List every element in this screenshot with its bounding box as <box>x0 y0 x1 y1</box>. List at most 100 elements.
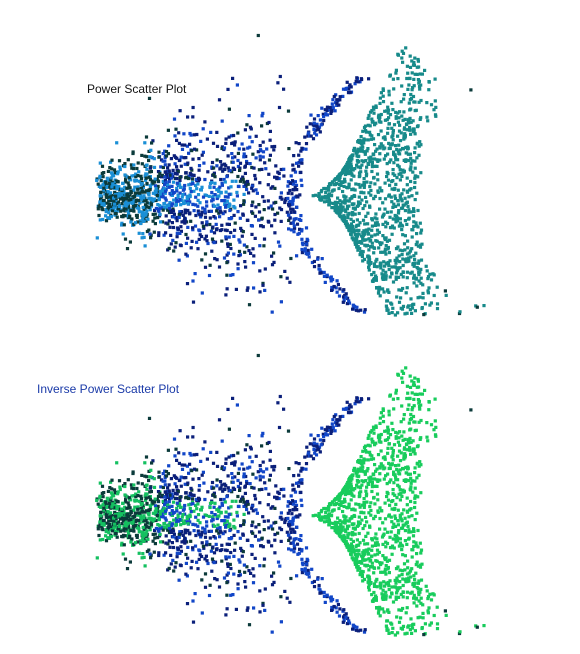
scatter-point <box>219 480 223 484</box>
scatter-point <box>185 196 189 200</box>
scatter-point <box>279 539 283 543</box>
scatter-point <box>127 212 131 216</box>
scatter-point <box>131 471 135 476</box>
scatter-point <box>401 438 405 442</box>
scatter-point <box>356 248 360 252</box>
scatter-point <box>240 234 244 238</box>
scatter-point <box>201 526 205 530</box>
scatter-point <box>258 181 262 185</box>
scatter-point <box>381 88 385 92</box>
scatter-point <box>170 504 174 508</box>
scatter-point <box>236 164 240 169</box>
scatter-point <box>251 261 256 265</box>
scatter-point <box>409 481 413 485</box>
scatter-point <box>172 198 176 202</box>
scatter-point <box>343 528 347 532</box>
scatter-point <box>156 179 160 183</box>
scatter-point <box>370 482 374 487</box>
scatter-point <box>418 221 422 225</box>
scatter-point <box>108 525 113 530</box>
scatter-point <box>270 254 274 258</box>
scatter-point <box>130 166 134 170</box>
scatter-point <box>388 535 392 539</box>
scatter-point <box>374 121 378 125</box>
scatter-point <box>220 543 224 547</box>
scatter-point <box>403 209 407 213</box>
scatter-point <box>379 266 383 270</box>
scatter-point <box>374 239 378 243</box>
scatter-point <box>155 514 159 518</box>
scatter-point <box>398 110 402 114</box>
scatter-point <box>412 220 416 224</box>
scatter-point <box>189 190 193 194</box>
scatter-point <box>412 84 416 88</box>
scatter-point <box>211 545 215 549</box>
scatter-point <box>370 440 374 444</box>
scatter-point <box>143 494 147 498</box>
scatter-point <box>385 429 389 433</box>
scatter-point <box>366 542 370 546</box>
scatter-point <box>170 204 174 208</box>
scatter-point <box>172 518 176 522</box>
scatter-point <box>176 193 180 197</box>
scatter-point <box>203 497 207 502</box>
scatter-point <box>343 208 347 212</box>
scatter-point <box>318 271 322 275</box>
scatter-point <box>375 537 379 541</box>
scatter-point <box>209 529 213 533</box>
scatter-point <box>341 87 346 91</box>
scatter-point <box>210 480 215 485</box>
scatter-point <box>185 464 189 468</box>
scatter-point <box>220 199 224 203</box>
scatter-point <box>220 503 224 507</box>
scatter-point <box>112 174 116 178</box>
scatter-point <box>361 579 365 583</box>
scatter-point <box>119 209 123 213</box>
scatter-point <box>217 514 221 518</box>
scatter-point <box>243 570 247 574</box>
scatter-point <box>225 581 229 585</box>
scatter-point <box>254 134 258 138</box>
scatter-point <box>142 235 146 239</box>
scatter-point <box>139 507 143 511</box>
scatter-point <box>375 606 379 610</box>
scatter-point <box>215 194 219 198</box>
scatter-point <box>411 439 415 443</box>
scatter-point <box>421 296 425 300</box>
scatter-point <box>262 528 266 532</box>
scatter-point <box>273 175 277 179</box>
scatter-point <box>208 216 212 220</box>
scatter-point <box>126 201 130 205</box>
scatter-point <box>241 533 245 537</box>
scatter-point <box>148 486 152 490</box>
scatter-point <box>417 401 421 405</box>
scatter-point <box>173 565 177 569</box>
scatter-point <box>358 80 362 84</box>
scatter-point <box>361 526 365 531</box>
scatter-point <box>405 276 409 280</box>
scatter-point <box>419 601 423 605</box>
scatter-point <box>133 194 137 198</box>
scatter-point <box>389 210 393 214</box>
scatter-point <box>222 466 227 470</box>
scatter-point <box>418 541 422 545</box>
scatter-point <box>224 235 228 239</box>
scatter-point <box>242 467 246 471</box>
scatter-point <box>252 606 256 610</box>
scatter-point <box>143 154 147 158</box>
scatter-point <box>132 222 136 226</box>
scatter-point <box>206 170 210 174</box>
scatter-point <box>366 580 370 584</box>
scatter-point <box>348 517 352 521</box>
scatter-point <box>193 272 197 276</box>
scatter-point <box>148 504 152 508</box>
scatter-point <box>368 110 373 114</box>
scatter-point <box>229 273 233 277</box>
scatter-point <box>398 193 402 197</box>
scatter-point <box>209 549 213 553</box>
scatter-point <box>381 274 385 279</box>
scatter-point <box>401 467 406 471</box>
scatter-point <box>120 521 124 526</box>
scatter-point <box>245 245 249 249</box>
scatter-point <box>350 224 354 228</box>
